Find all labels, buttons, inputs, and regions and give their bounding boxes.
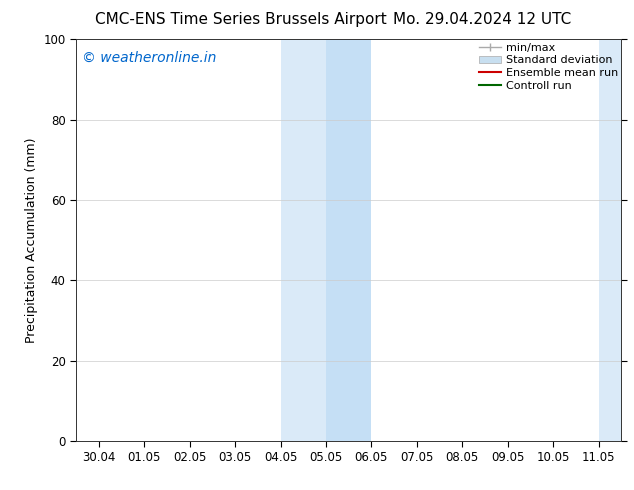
Legend: min/max, Standard deviation, Ensemble mean run, Controll run: min/max, Standard deviation, Ensemble me… <box>479 43 618 91</box>
Bar <box>326 39 372 441</box>
Bar <box>280 39 326 441</box>
Text: © weatheronline.in: © weatheronline.in <box>82 51 216 65</box>
Y-axis label: Precipitation Accumulation (mm): Precipitation Accumulation (mm) <box>25 137 38 343</box>
Text: Mo. 29.04.2024 12 UTC: Mo. 29.04.2024 12 UTC <box>392 12 571 27</box>
Bar <box>598 39 634 441</box>
Text: CMC-ENS Time Series Brussels Airport: CMC-ENS Time Series Brussels Airport <box>95 12 387 27</box>
